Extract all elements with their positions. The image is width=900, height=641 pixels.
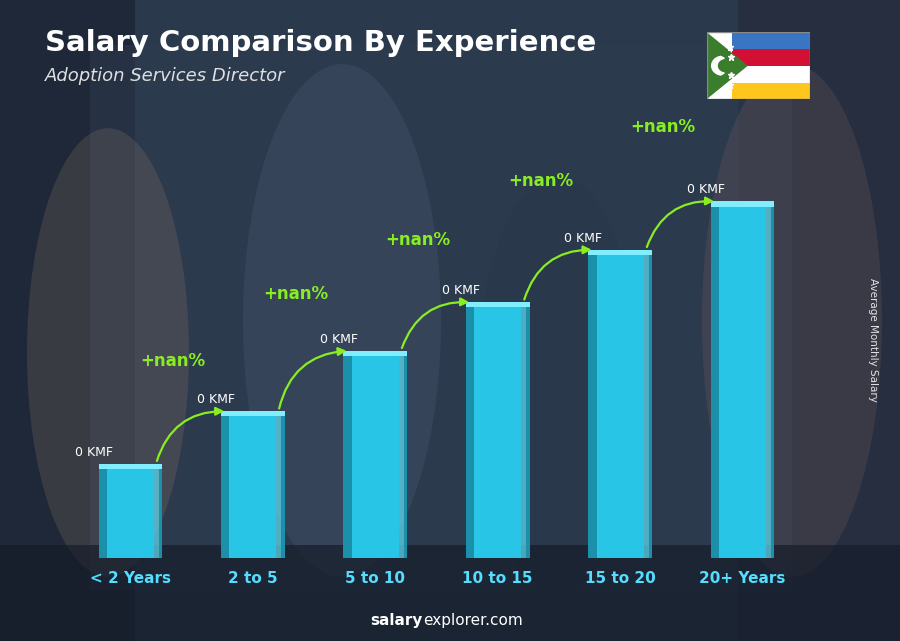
- Bar: [466, 302, 529, 308]
- Bar: [589, 255, 597, 558]
- Ellipse shape: [702, 64, 882, 577]
- Text: 0 KMF: 0 KMF: [75, 445, 112, 459]
- Bar: [404, 356, 407, 558]
- Bar: [719, 206, 766, 558]
- Bar: [0, 0, 135, 641]
- Bar: [589, 250, 652, 255]
- Bar: [90, 45, 792, 590]
- Text: +nan%: +nan%: [140, 352, 206, 370]
- Bar: [230, 417, 276, 558]
- Bar: [521, 308, 526, 558]
- Bar: [276, 417, 282, 558]
- Text: +nan%: +nan%: [508, 172, 573, 190]
- Bar: [466, 308, 474, 558]
- Bar: [98, 469, 107, 558]
- Text: 0 KMF: 0 KMF: [442, 285, 480, 297]
- Text: +nan%: +nan%: [631, 118, 696, 136]
- Bar: [474, 308, 521, 558]
- Bar: [733, 66, 810, 83]
- Bar: [282, 417, 284, 558]
- Bar: [221, 411, 284, 417]
- Text: 0 KMF: 0 KMF: [687, 183, 725, 196]
- Text: +nan%: +nan%: [263, 285, 328, 303]
- Bar: [221, 417, 230, 558]
- Text: Average Monthly Salary: Average Monthly Salary: [868, 278, 878, 402]
- Ellipse shape: [27, 128, 189, 577]
- Bar: [766, 206, 771, 558]
- Bar: [344, 351, 407, 356]
- Bar: [733, 83, 810, 99]
- Text: Adoption Services Director: Adoption Services Director: [45, 67, 285, 85]
- Text: 0 KMF: 0 KMF: [320, 333, 357, 345]
- Bar: [738, 0, 900, 641]
- Bar: [644, 255, 649, 558]
- Text: Salary Comparison By Experience: Salary Comparison By Experience: [45, 29, 596, 57]
- Bar: [98, 463, 162, 469]
- Bar: [526, 308, 529, 558]
- Ellipse shape: [477, 176, 639, 593]
- Text: 0 KMF: 0 KMF: [564, 232, 602, 245]
- Bar: [399, 356, 404, 558]
- Bar: [352, 356, 399, 558]
- Bar: [159, 469, 162, 558]
- Polygon shape: [712, 56, 724, 75]
- Text: salary: salary: [371, 613, 423, 628]
- Bar: [711, 201, 775, 206]
- Bar: [0, 545, 900, 641]
- Bar: [597, 255, 644, 558]
- Polygon shape: [706, 32, 748, 99]
- Bar: [154, 469, 159, 558]
- Bar: [733, 32, 810, 49]
- Bar: [771, 206, 775, 558]
- Text: 0 KMF: 0 KMF: [197, 394, 235, 406]
- Bar: [733, 49, 810, 66]
- Bar: [107, 469, 154, 558]
- Text: explorer.com: explorer.com: [423, 613, 523, 628]
- Bar: [649, 255, 652, 558]
- Bar: [344, 356, 352, 558]
- Bar: [711, 206, 719, 558]
- Ellipse shape: [243, 64, 441, 577]
- Text: +nan%: +nan%: [385, 231, 451, 249]
